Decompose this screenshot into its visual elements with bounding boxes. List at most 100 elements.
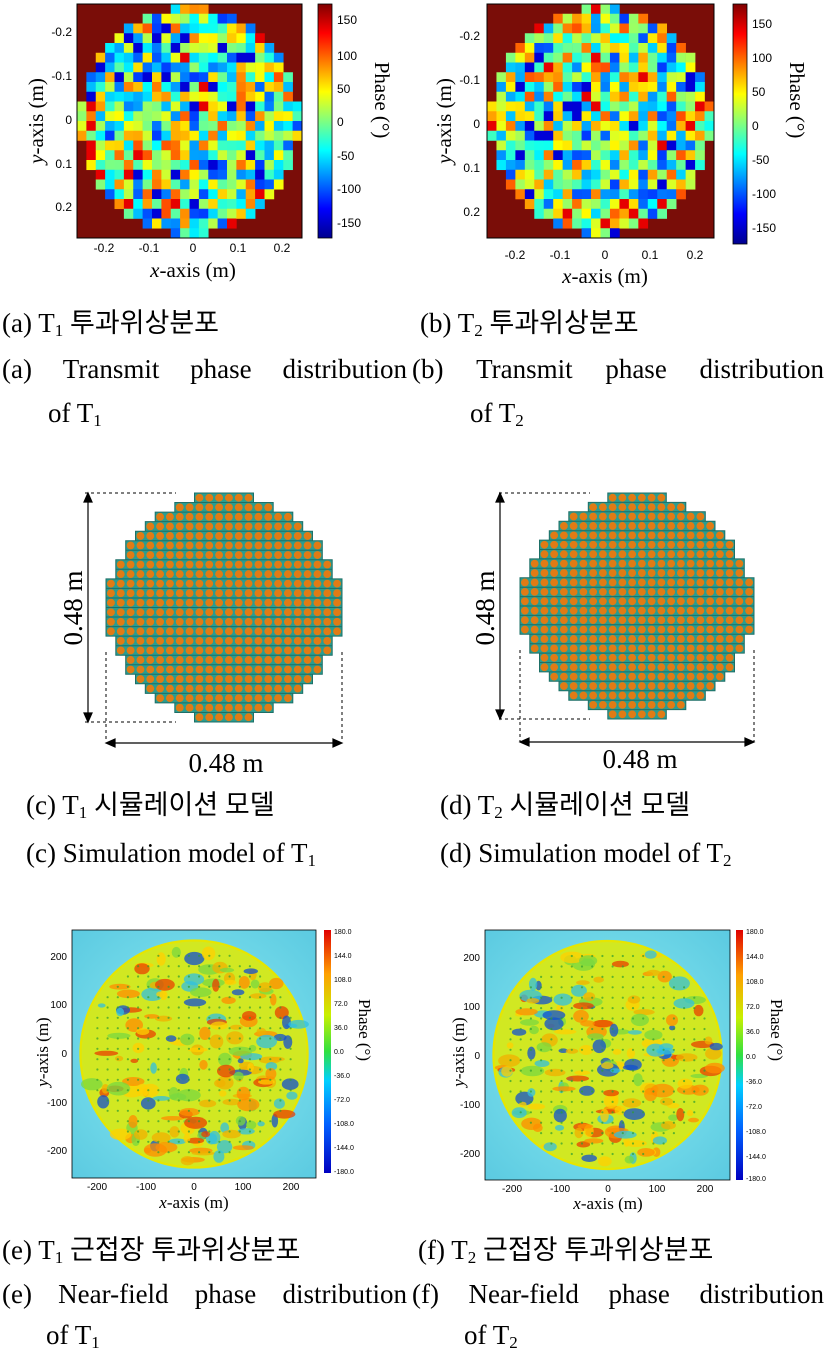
phase-cell xyxy=(619,111,630,122)
grid-dot xyxy=(218,996,221,999)
unit-cell xyxy=(146,560,155,569)
phase-cell xyxy=(152,121,162,132)
phase-cell xyxy=(133,111,143,122)
phase-cell xyxy=(133,179,143,190)
caption-b-korean: (b) T2 투과위상분포 xyxy=(420,308,639,340)
unit-cell xyxy=(696,512,705,521)
phase-blob xyxy=(115,1055,124,1062)
unit-cell xyxy=(706,522,715,530)
grid-dot xyxy=(560,1121,563,1124)
phase-cell xyxy=(505,121,516,132)
unit-cell xyxy=(589,663,598,672)
phase-cell xyxy=(123,208,134,219)
phase-blob xyxy=(554,1124,565,1131)
unit-cell xyxy=(254,646,263,655)
unit-cell xyxy=(106,627,115,636)
unit-cell xyxy=(224,560,233,569)
unit-cell xyxy=(136,579,145,588)
grid-dot xyxy=(208,985,211,988)
phase-cell xyxy=(638,208,649,219)
unit-cell xyxy=(136,532,145,540)
unit-cell xyxy=(293,532,302,540)
phase-cell xyxy=(600,43,611,54)
phase-cell xyxy=(515,150,526,161)
phase-cell xyxy=(255,169,265,180)
unit-cell xyxy=(647,691,656,700)
phase-cell xyxy=(245,189,256,200)
grid-dot xyxy=(529,1007,532,1010)
grid-dot xyxy=(662,1059,665,1062)
phase-blob xyxy=(520,1019,539,1026)
grid-dot xyxy=(683,996,686,999)
grid-dot xyxy=(187,1151,190,1154)
phase-blob xyxy=(250,979,260,989)
unit-cell xyxy=(647,569,656,577)
grid-dot xyxy=(208,1027,211,1030)
phase-cell xyxy=(676,62,686,73)
grid-dot xyxy=(652,986,655,989)
unit-cell xyxy=(136,617,145,626)
phase-blob xyxy=(109,983,131,990)
phase-cell xyxy=(534,91,545,102)
unit-cell xyxy=(195,636,204,645)
phase-blob xyxy=(536,1042,552,1053)
x-tick: -100 xyxy=(136,1182,156,1193)
phase-cell xyxy=(657,160,668,171)
phase-cell xyxy=(217,208,228,219)
phase-cell xyxy=(496,91,507,102)
phase-cell xyxy=(666,62,677,73)
grid-dot xyxy=(167,1068,170,1071)
grid-dot xyxy=(591,1142,594,1145)
phase-cell xyxy=(562,82,573,93)
phase-cell xyxy=(236,160,247,171)
colorbar xyxy=(324,930,331,1173)
unit-cell xyxy=(628,672,637,681)
grid-dot xyxy=(672,1048,675,1051)
unit-cell xyxy=(254,522,263,531)
grid-dot xyxy=(137,985,140,988)
phase-blob xyxy=(216,1075,234,1090)
unit-cell xyxy=(254,532,263,540)
grid-dot xyxy=(248,1006,251,1009)
phase-cell xyxy=(534,130,545,141)
phase-cell xyxy=(142,72,153,83)
phase-cell xyxy=(236,62,247,73)
unit-cell xyxy=(735,587,744,596)
grid-dot xyxy=(642,1079,645,1083)
grid-dot xyxy=(642,1027,645,1031)
unit-cell xyxy=(745,587,754,596)
unit-cell xyxy=(313,608,322,617)
grid-dot xyxy=(147,1089,150,1092)
grid-dot xyxy=(621,1069,624,1072)
unit-cell xyxy=(696,606,705,615)
phase-cell xyxy=(77,111,87,122)
phase-cell xyxy=(553,82,563,93)
unit-cell xyxy=(608,531,617,540)
cbar-tick: 0 xyxy=(337,115,344,129)
phase-blob xyxy=(677,1078,693,1089)
phase-cell xyxy=(666,101,677,112)
grid-dot xyxy=(248,1058,251,1061)
unit-cell xyxy=(696,578,705,587)
grid-dot xyxy=(601,1132,604,1135)
grid-dot xyxy=(652,1027,655,1031)
phase-cell xyxy=(170,72,181,83)
grid-dot xyxy=(238,1120,241,1123)
grid-dot xyxy=(238,1037,241,1040)
y-tick: 100 xyxy=(463,1002,480,1013)
grid-dot xyxy=(259,1037,262,1040)
phase-cell xyxy=(600,121,611,132)
phase-cell xyxy=(591,4,601,15)
unit-cell xyxy=(696,644,705,653)
phase-cell xyxy=(170,140,181,151)
phase-cell xyxy=(676,189,686,200)
phase-cell xyxy=(581,13,592,24)
phase-cell xyxy=(657,189,668,200)
unit-cell xyxy=(667,644,676,653)
phase-cell xyxy=(142,218,153,229)
unit-cell xyxy=(175,703,184,712)
grid-dot xyxy=(137,1089,140,1092)
phase-cell xyxy=(619,160,630,171)
unit-cell xyxy=(175,636,184,645)
phase-cell xyxy=(591,199,601,210)
